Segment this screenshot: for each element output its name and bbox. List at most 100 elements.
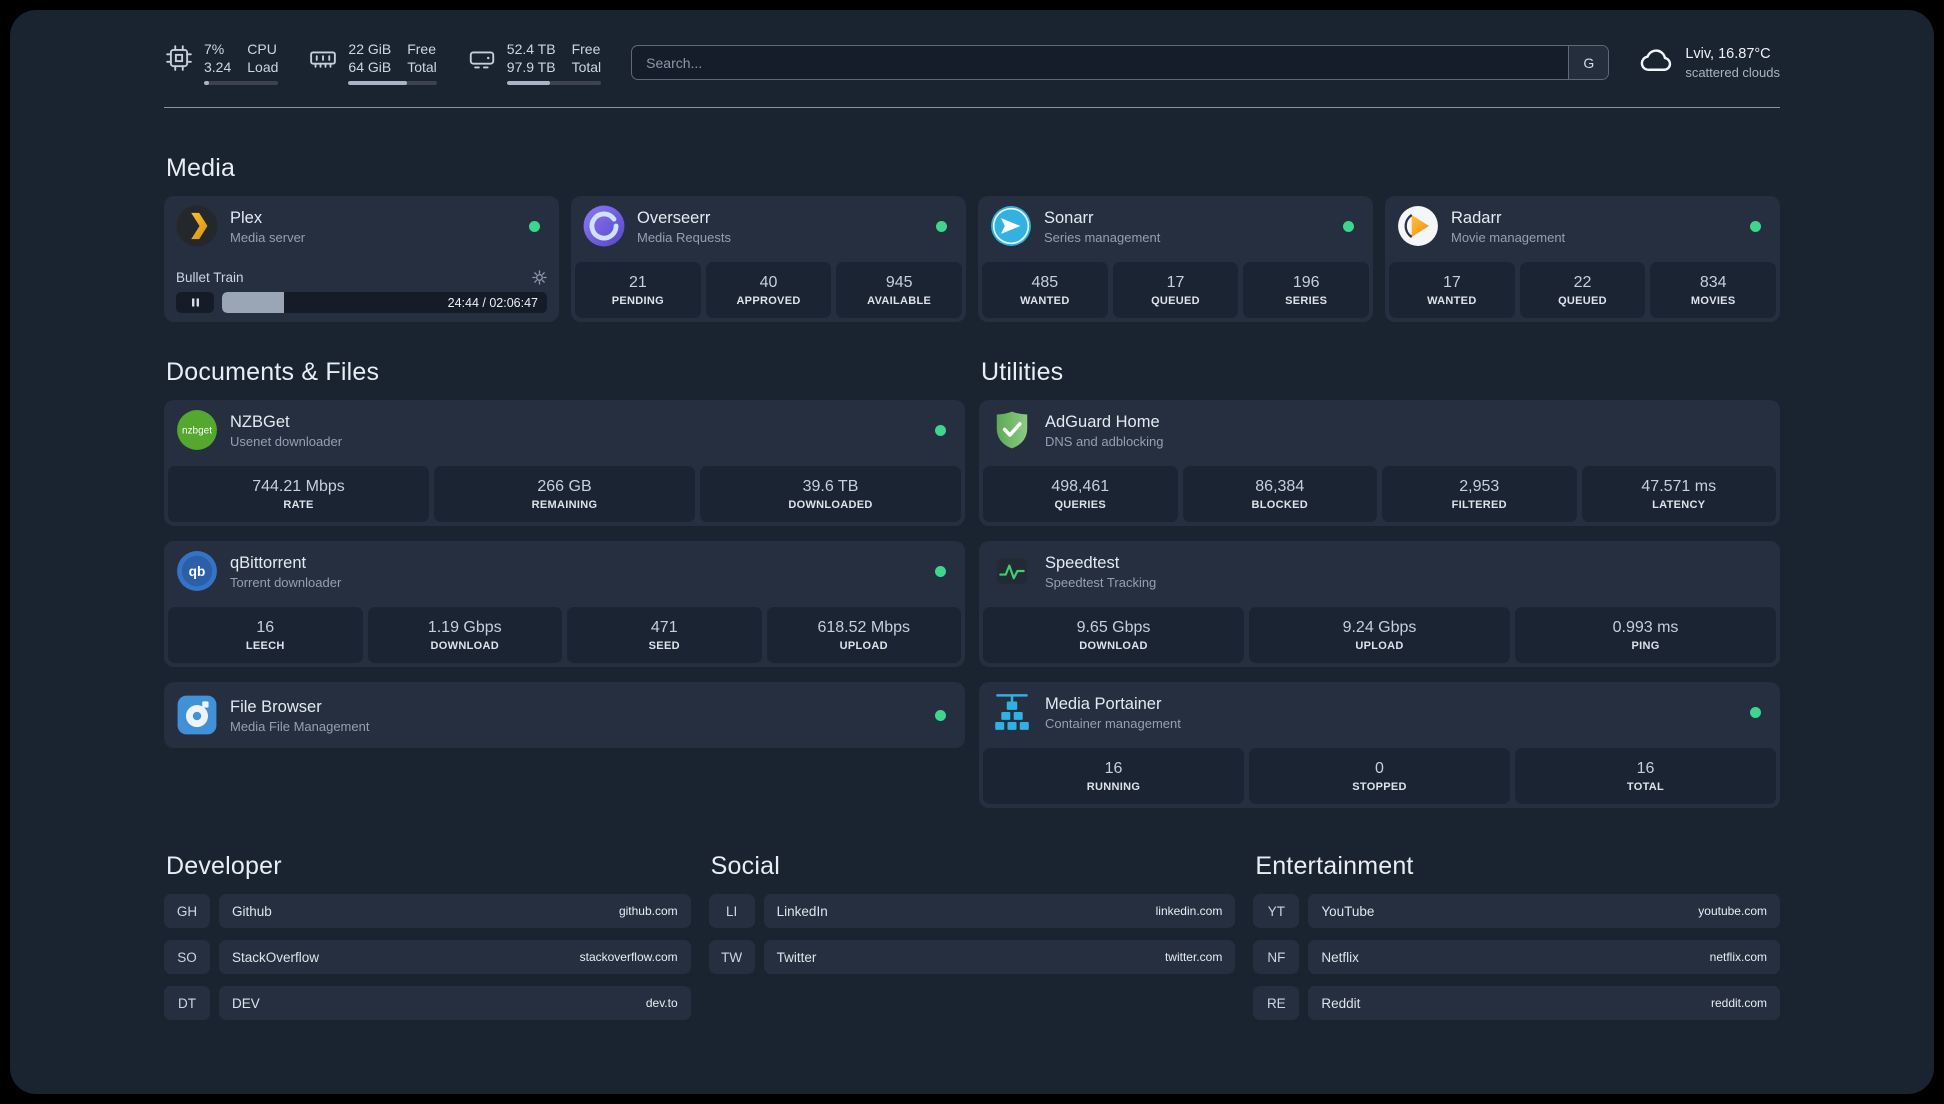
bookmark-netflix[interactable]: NF Netflix netflix.com	[1253, 940, 1780, 975]
now-playing-title: Bullet Train	[176, 270, 244, 286]
service-name: Radarr	[1451, 209, 1502, 228]
resource-disk: 52.4 TB 97.9 TB Free Total	[467, 40, 602, 86]
bookmark-dev[interactable]: DT DEV dev.to	[164, 986, 691, 1021]
stat-label: RUNNING	[1086, 780, 1141, 793]
service-name: qBittorrent	[230, 554, 307, 573]
stat-value: 498,461	[1051, 477, 1110, 495]
portainer-icon	[991, 691, 1033, 733]
stat-tile: 16 LEECH	[168, 607, 363, 664]
stat-label: TOTAL	[1626, 780, 1665, 793]
search-provider-button[interactable]: G	[1568, 46, 1609, 80]
stat-tile: 2,953 FILTERED	[1382, 466, 1577, 523]
stat-label: WANTED	[1427, 294, 1477, 307]
stat-tile: 498,461 QUERIES	[983, 466, 1178, 523]
speedtest-icon	[991, 550, 1033, 592]
stat-tile: 0 STOPPED	[1249, 748, 1510, 805]
memory-progress-bar	[348, 81, 437, 86]
stat-label: STOPPED	[1352, 780, 1407, 793]
stat-tile: 834 MOVIES	[1650, 262, 1777, 319]
stat-tile: 86,384 BLOCKED	[1182, 466, 1377, 523]
memory-icon	[308, 43, 338, 73]
service-description: Container management	[1045, 715, 1181, 731]
section-title-developer: Developer	[166, 852, 282, 881]
gear-icon[interactable]	[532, 270, 547, 286]
bookmark-stackoverflow[interactable]: SO StackOverflow stackoverflow.com	[164, 940, 691, 975]
bookmark-name: YouTube	[1321, 903, 1375, 919]
stat-tile: 22 QUEUED	[1519, 262, 1646, 319]
stat-label: DOWNLOAD	[430, 639, 499, 652]
stat-label: AVAILABLE	[867, 294, 932, 307]
status-dot	[529, 220, 540, 232]
service-card-speedtest[interactable]: Speedtest Speedtest Tracking 9.65 Gbps D…	[979, 541, 1780, 668]
bookmark-abbr: LI	[708, 894, 755, 929]
stat-value: 39.6 TB	[802, 477, 859, 495]
service-description: Usenet downloader	[230, 433, 343, 449]
stat-value: 266 GB	[537, 477, 592, 495]
section-developer: Developer GH Github github.com SO StackO…	[164, 852, 691, 1021]
cpu-icon	[164, 43, 194, 73]
bookmark-abbr: NF	[1253, 940, 1300, 975]
pause-button[interactable]	[176, 292, 214, 314]
stat-value: 21	[628, 273, 647, 291]
service-card-plex[interactable]: Plex Media server Bullet Train	[164, 196, 559, 323]
service-description: Series management	[1044, 229, 1161, 245]
topbar-divider	[164, 107, 1780, 109]
cpu-labels: CPU Load	[247, 40, 278, 76]
weather-widget[interactable]: Lviv, 16.87°C scattered clouds	[1639, 42, 1780, 83]
bookmark-github[interactable]: GH Github github.com	[164, 894, 691, 929]
overseerr-icon	[583, 205, 625, 247]
disk-progress-fill	[506, 81, 551, 86]
bookmark-name: Reddit	[1321, 995, 1361, 1011]
disk-total: 97.9 TB	[506, 59, 556, 76]
search-input[interactable]	[631, 45, 1610, 81]
stat-tile: 40 APPROVED	[705, 262, 832, 319]
stat-value: 834	[1699, 273, 1727, 291]
section-title-documents: Documents & Files	[166, 358, 380, 387]
resource-memory: 22 GiB 64 GiB Free Total	[308, 40, 437, 86]
service-card-qbittorrent[interactable]: qb qBittorrent Torrent downloader	[164, 541, 965, 668]
dashboard-window: 7% 3.24 CPU Load	[10, 10, 1934, 1094]
bookmark-abbr: DT	[164, 986, 210, 1021]
weather-condition: scattered clouds	[1685, 64, 1780, 80]
service-description: Speedtest Tracking	[1045, 574, 1157, 590]
bookmark-linkedin[interactable]: LI LinkedIn linkedin.com	[708, 894, 1236, 929]
section-documents-files: Documents & Files nzbget	[164, 358, 965, 749]
service-card-nzbget[interactable]: nzbget NZBGet Usenet downloader 74	[164, 400, 965, 527]
cpu-label-top: CPU	[247, 41, 277, 57]
search-bar: G	[631, 45, 1610, 81]
bookmark-twitter[interactable]: TW Twitter twitter.com	[708, 940, 1236, 975]
section-title-social: Social	[710, 852, 780, 881]
service-description: Media Requests	[637, 229, 731, 245]
stat-value: 17	[1442, 273, 1461, 291]
stat-label: QUEUED	[1558, 294, 1607, 307]
stat-value: 485	[1031, 273, 1059, 291]
stat-value: 9.65 Gbps	[1076, 618, 1151, 636]
bookmark-reddit[interactable]: RE Reddit reddit.com	[1253, 986, 1780, 1021]
cpu-progress-bar	[204, 81, 279, 86]
status-dot	[935, 709, 946, 721]
radarr-icon	[1397, 205, 1439, 247]
service-name: AdGuard Home	[1045, 413, 1160, 432]
service-card-sonarr[interactable]: Sonarr Series management 485 WANTED 17 Q…	[978, 196, 1373, 323]
service-card-portainer[interactable]: Media Portainer Container management 16 …	[979, 682, 1780, 809]
bookmark-name: StackOverflow	[232, 949, 320, 965]
disk-free: 52.4 TB	[506, 41, 556, 57]
resource-monitors: 7% 3.24 CPU Load	[164, 40, 602, 86]
service-card-adguard[interactable]: AdGuard Home DNS and adblocking 498,461 …	[979, 400, 1780, 527]
bookmark-url: netflix.com	[1709, 950, 1767, 965]
stat-value: 945	[885, 273, 913, 291]
bookmark-name: DEV	[232, 995, 260, 1011]
bookmark-youtube[interactable]: YT YouTube youtube.com	[1253, 894, 1780, 929]
status-dot	[935, 565, 946, 577]
resource-cpu: 7% 3.24 CPU Load	[164, 40, 279, 86]
service-name: Speedtest	[1045, 554, 1120, 573]
stat-tile: 744.21 Mbps RATE	[168, 466, 429, 523]
service-card-filebrowser[interactable]: File Browser Media File Management	[164, 682, 965, 749]
service-card-overseerr[interactable]: Overseerr Media Requests 21 PENDING 40 A…	[571, 196, 966, 323]
bookmark-url: github.com	[618, 904, 678, 919]
service-description: Media server	[230, 229, 306, 245]
service-card-radarr[interactable]: Radarr Movie management 17 WANTED 22 QUE…	[1385, 196, 1780, 323]
cloud-icon	[1639, 42, 1675, 83]
stat-value: 16	[256, 618, 275, 636]
memory-free: 22 GiB	[348, 41, 392, 57]
